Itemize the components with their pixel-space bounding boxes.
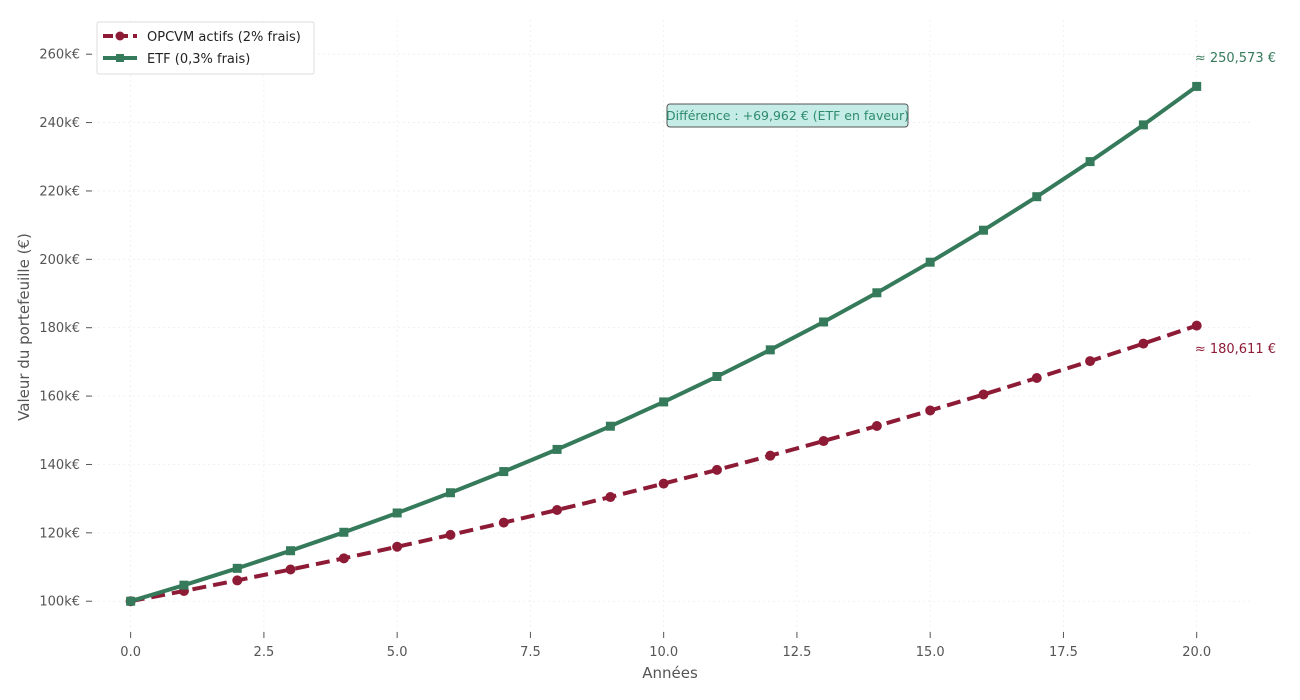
data-point-opcvm bbox=[1191, 320, 1202, 331]
data-point-etf bbox=[872, 288, 882, 298]
y-tick-label: 160k€ bbox=[39, 390, 80, 405]
y-tick-label: 240k€ bbox=[39, 116, 80, 131]
data-point-etf bbox=[765, 345, 775, 355]
data-point-opcvm bbox=[552, 505, 563, 516]
x-tick-label: 10.0 bbox=[649, 645, 678, 660]
data-point-etf bbox=[232, 563, 242, 573]
data-point-opcvm bbox=[925, 405, 936, 416]
data-point-opcvm bbox=[978, 389, 989, 400]
y-tick-label: 220k€ bbox=[39, 184, 80, 199]
data-point-opcvm bbox=[1138, 338, 1149, 349]
difference-annotation: Différence : +69,962 € (ETF en faveur) bbox=[666, 103, 909, 128]
data-point-etf bbox=[179, 580, 189, 590]
y-tick-label: 140k€ bbox=[39, 458, 80, 473]
x-tick-label: 7.5 bbox=[520, 645, 541, 660]
x-axis-title: Années bbox=[642, 664, 698, 682]
y-tick-label: 260k€ bbox=[39, 48, 80, 63]
x-axis: 0.0 2.5 5.0 7.5 10.0 12.5 15.0 17.5 20.0 bbox=[120, 632, 1211, 660]
data-point-opcvm bbox=[392, 541, 403, 552]
data-point-opcvm bbox=[658, 478, 669, 489]
data-point-etf bbox=[552, 444, 562, 454]
data-point-etf bbox=[445, 488, 455, 498]
series-line-etf bbox=[130, 84, 1198, 604]
data-point-opcvm bbox=[605, 492, 616, 503]
data-point-etf bbox=[819, 317, 829, 327]
legend-swatch-opcvm-marker bbox=[115, 31, 125, 41]
data-point-etf bbox=[286, 546, 296, 556]
x-tick-label: 2.5 bbox=[254, 645, 275, 660]
data-point-opcvm bbox=[1085, 356, 1096, 367]
x-tick-label: 17.5 bbox=[1049, 645, 1078, 660]
y-tick-label: 180k€ bbox=[39, 321, 80, 336]
data-point-etf bbox=[925, 257, 935, 267]
data-point-etf bbox=[126, 596, 136, 606]
x-tick-label: 5.0 bbox=[387, 645, 408, 660]
data-point-etf bbox=[1085, 157, 1095, 167]
etf-end-value-label: ≈ 250,573 € bbox=[1195, 51, 1276, 66]
data-point-etf bbox=[1192, 81, 1202, 91]
legend: OPCVM actifs (2% frais) ETF (0,3% frais) bbox=[96, 21, 315, 75]
data-point-opcvm bbox=[871, 420, 882, 431]
y-axis: 100k€ 120k€ 140k€ 160k€ 180k€ 200k€ 220k€ 240k€… bbox=[39, 48, 92, 610]
data-point-etf bbox=[339, 527, 349, 537]
y-tick-label: 120k€ bbox=[39, 526, 80, 541]
data-point-etf bbox=[605, 421, 615, 431]
y-axis-title: Valeur du portefeuille (€) bbox=[15, 233, 33, 421]
data-point-opcvm bbox=[445, 529, 456, 540]
x-tick-label: 20.0 bbox=[1182, 645, 1211, 660]
data-point-etf bbox=[1138, 120, 1148, 130]
data-point-opcvm bbox=[765, 450, 776, 461]
data-point-etf bbox=[1032, 192, 1042, 202]
legend-swatch-etf-marker bbox=[116, 54, 124, 62]
opcvm-end-value-label: ≈ 180,611 € bbox=[1195, 342, 1276, 357]
series-layer bbox=[125, 81, 1202, 607]
legend-label-opcvm: OPCVM actifs (2% frais) bbox=[147, 30, 301, 45]
x-tick-label: 0.0 bbox=[120, 645, 141, 660]
x-tick-label: 15.0 bbox=[916, 645, 945, 660]
data-point-etf bbox=[978, 225, 988, 235]
legend-box bbox=[96, 21, 315, 75]
data-point-etf bbox=[659, 397, 669, 407]
data-point-opcvm bbox=[285, 564, 296, 575]
data-point-opcvm bbox=[338, 553, 349, 564]
legend-label-etf: ETF (0,3% frais) bbox=[147, 52, 250, 67]
y-tick-label: 200k€ bbox=[39, 253, 80, 268]
difference-annotation-text: Différence : +69,962 € (ETF en faveur) bbox=[666, 108, 909, 123]
data-point-opcvm bbox=[232, 575, 243, 586]
data-point-etf bbox=[392, 508, 402, 518]
data-point-etf bbox=[499, 467, 509, 477]
y-tick-label: 100k€ bbox=[39, 595, 80, 610]
data-point-opcvm bbox=[818, 436, 829, 447]
data-point-opcvm bbox=[498, 517, 509, 528]
data-point-etf bbox=[712, 371, 722, 381]
data-point-opcvm bbox=[1031, 373, 1042, 384]
x-tick-label: 12.5 bbox=[782, 645, 811, 660]
difference-annotation-box bbox=[666, 103, 909, 128]
data-point-opcvm bbox=[711, 464, 722, 475]
